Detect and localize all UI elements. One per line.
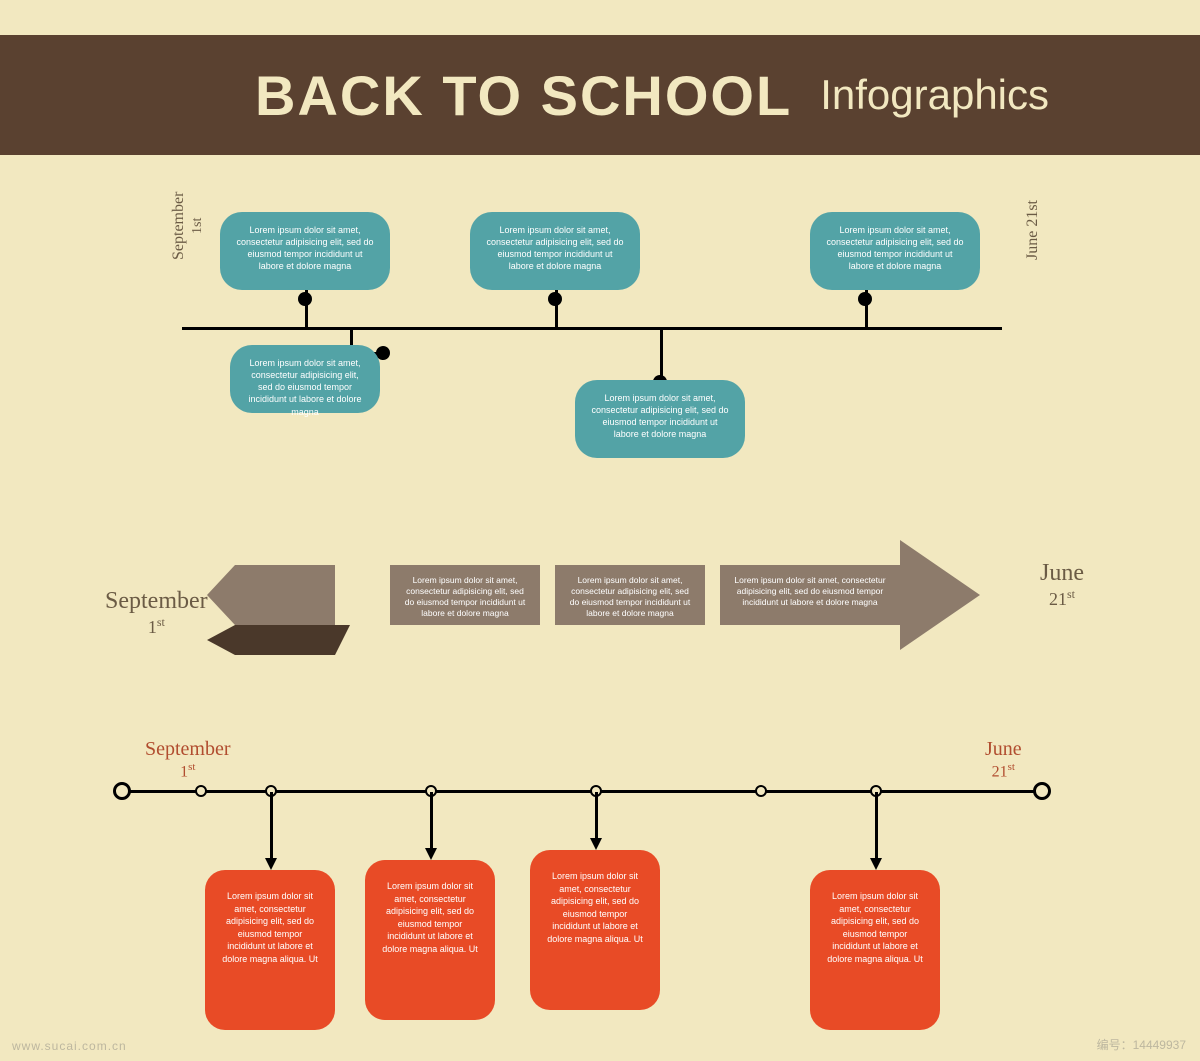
tl2-arrowhead-icon [900, 540, 980, 650]
tl3-drop-1 [270, 792, 273, 862]
tl3-drophead-4 [870, 858, 882, 870]
tl2-end-day: 21 [1049, 589, 1067, 609]
banner-title: BACK TO SCHOOL [255, 63, 792, 128]
tl3-end-circle-left [113, 782, 131, 800]
tl2-start-month: September [105, 588, 208, 614]
tl3-end-label: June 21st [985, 738, 1022, 781]
tl3-tick-5 [755, 785, 767, 797]
tl2-ribbon-start [235, 565, 335, 625]
tl3-drophead-3 [590, 838, 602, 850]
tl3-card-1: Lorem ipsum dolor sit amet, consectetur … [205, 870, 335, 1030]
tl1-node-1: Lorem ipsum dolor sit amet, consectetur … [220, 212, 390, 290]
tl3-end-month: June [985, 738, 1022, 760]
tl1-node-5: Lorem ipsum dolor sit amet, consectetur … [810, 212, 980, 290]
watermark-right-label: 编号： [1097, 1038, 1133, 1052]
header-banner: BACK TO SCHOOL Infographics [0, 35, 1200, 155]
tl3-axis [120, 790, 1040, 793]
tl2-ribbon-fold [235, 625, 335, 655]
tl3-start-suffix: st [188, 761, 195, 773]
tl1-stem-4 [660, 327, 663, 382]
tl3-end-day: 21 [992, 763, 1008, 780]
tl1-start-label: September 1st [170, 192, 206, 260]
tl3-drophead-1 [265, 858, 277, 870]
tl1-start-month: September [170, 192, 187, 260]
tl1-dot-1 [298, 292, 312, 306]
watermark-right-value: 14449937 [1133, 1038, 1186, 1052]
watermark-right: 编号：14449937 [1097, 1036, 1186, 1053]
banner-subtitle: Infographics [820, 71, 1049, 119]
tl3-drop-3 [595, 792, 598, 842]
tl2-segment-1: Lorem ipsum dolor sit amet, consectetur … [390, 565, 540, 625]
tl2-start-label: September 1st [105, 588, 208, 638]
tl2-end-month: June [1040, 560, 1084, 586]
tl2-segment-3: Lorem ipsum dolor sit amet, consectetur … [720, 565, 900, 625]
tl3-end-circle-right [1033, 782, 1051, 800]
tl3-drop-2 [430, 792, 433, 852]
timeline-3: September 1st June 21st Lorem ipsum dolo… [0, 730, 1200, 1050]
tl3-drop-4 [875, 792, 878, 862]
timeline-2: September 1st Lorem ipsum dolor sit amet… [0, 535, 1200, 685]
tl2-segment-2: Lorem ipsum dolor sit amet, consectetur … [555, 565, 705, 625]
tl2-start-suffix: st [157, 615, 165, 629]
tl1-dot-5 [858, 292, 872, 306]
tl3-card-2: Lorem ipsum dolor sit amet, consectetur … [365, 860, 495, 1020]
tl1-end-label: June 21st [1024, 200, 1042, 260]
tl2-end-suffix: st [1067, 587, 1075, 601]
tl3-end-suffix: st [1008, 761, 1015, 773]
tl3-card-3: Lorem ipsum dolor sit amet, consectetur … [530, 850, 660, 1010]
tl1-node-3: Lorem ipsum dolor sit amet, consectetur … [470, 212, 640, 290]
timeline-1: September 1st June 21st Lorem ipsum dolo… [0, 200, 1200, 480]
tl1-node-2: Lorem ipsum dolor sit amet, consectetur … [230, 345, 380, 413]
tl3-start-label: September 1st [145, 738, 231, 781]
tl3-card-4: Lorem ipsum dolor sit amet, consectetur … [810, 870, 940, 1030]
tl1-start-day: 1st [190, 192, 206, 260]
tl2-start-day: 1 [148, 617, 157, 637]
tl1-node-4: Lorem ipsum dolor sit amet, consectetur … [575, 380, 745, 458]
watermark-left: www.sucai.com.cn [12, 1039, 127, 1053]
tl3-start-day: 1 [180, 763, 188, 780]
tl3-tick-1 [195, 785, 207, 797]
tl1-end-text: June 21st [1024, 200, 1041, 260]
tl2-end-label: June 21st [1040, 560, 1084, 610]
tl1-dot-3 [548, 292, 562, 306]
tl3-drophead-2 [425, 848, 437, 860]
tl3-start-month: September [145, 738, 231, 760]
